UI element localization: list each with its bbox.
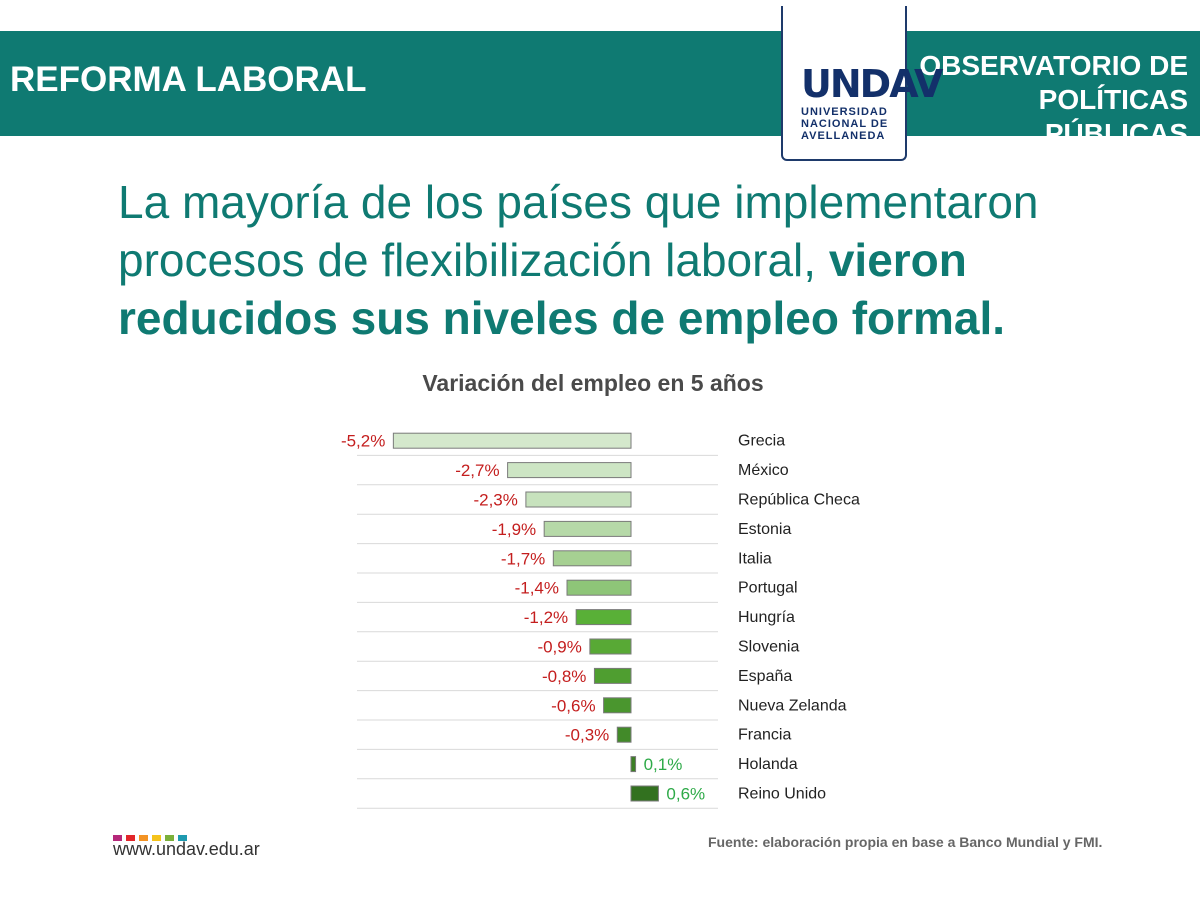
category-label: España [738, 668, 792, 685]
brand-dot [165, 835, 174, 841]
value-label: -0,9% [537, 638, 581, 657]
value-label: -1,2% [524, 608, 568, 627]
bar-estonia [543, 520, 632, 537]
brand-dot [126, 835, 135, 841]
value-label: 0,1% [644, 755, 683, 774]
bar-italia [552, 550, 632, 567]
category-label: Francia [738, 727, 791, 744]
brand-dot [113, 835, 122, 841]
header-band [0, 31, 1200, 136]
category-label: República Checa [738, 492, 860, 509]
bar-portugal [566, 579, 632, 596]
value-label: -0,8% [542, 667, 586, 686]
bar-holanda [630, 756, 637, 773]
value-label: -2,7% [455, 461, 499, 480]
observatory-title: OBSERVATORIO DE POLÍTICAS PÚBLICAS [888, 49, 1188, 151]
value-label: -0,6% [551, 696, 595, 715]
bar-república-checa [525, 491, 632, 508]
observatory-title-line2: POLÍTICAS PÚBLICAS [1038, 84, 1188, 149]
brand-dot [139, 835, 148, 841]
bar-grecia [392, 432, 632, 449]
category-label: Reino Unido [738, 786, 826, 803]
category-label: Hungría [738, 609, 795, 626]
section-title: REFORMA LABORAL [10, 60, 367, 99]
website-link[interactable]: www.undav.edu.ar [113, 839, 260, 859]
brand-dot [178, 835, 187, 841]
bar-hungría [575, 609, 632, 626]
category-label: Grecia [738, 433, 785, 450]
value-label: -5,2% [341, 432, 385, 451]
chart-title: Variación del empleo en 5 años [422, 370, 764, 396]
headline: La mayoría de los países que implementar… [118, 173, 1118, 347]
logo-text-line1: UNIVERSIDAD [801, 106, 888, 118]
value-label: -0,3% [565, 726, 609, 745]
brand-dots [113, 828, 191, 841]
bar-slovenia [589, 638, 632, 655]
bar-méxico [507, 462, 632, 479]
logo-mark: UNDAV [801, 62, 943, 106]
undav-logo[interactable]: UNDAV UNIVERSIDAD NACIONAL DE AVELLANEDA [781, 6, 943, 161]
value-label: -1,7% [501, 549, 545, 568]
value-label: -1,4% [515, 579, 559, 598]
bar-nueva-zelanda [603, 697, 632, 714]
logo-text-line2: NACIONAL DE [801, 118, 889, 130]
value-label: 0,6% [666, 785, 705, 804]
category-label: Portugal [738, 580, 798, 597]
observatory-title-line1: OBSERVATORIO DE [919, 50, 1188, 81]
category-label: Italia [738, 550, 772, 567]
logo-text-line3: AVELLANEDA [801, 130, 886, 142]
brand-dot [152, 835, 161, 841]
category-label: Estonia [738, 521, 791, 538]
bar-francia [616, 726, 632, 743]
value-label: -1,9% [492, 520, 536, 539]
source-note: Fuente: elaboración propia en base a Ban… [708, 834, 1103, 850]
category-label: México [738, 462, 789, 479]
logo-text: UNIVERSIDAD NACIONAL DE AVELLANEDA [801, 106, 888, 142]
headline-regular: La mayoría de los países que implementar… [118, 176, 1039, 286]
category-label: Holanda [738, 756, 798, 773]
category-label: Slovenia [738, 639, 799, 656]
category-label: Nueva Zelanda [738, 697, 847, 714]
bar-españa [593, 667, 632, 684]
headline-bold: vieron reducidos sus niveles de empleo f… [118, 234, 1006, 344]
bar-reino-unido [630, 785, 659, 802]
value-label: -2,3% [473, 491, 517, 510]
